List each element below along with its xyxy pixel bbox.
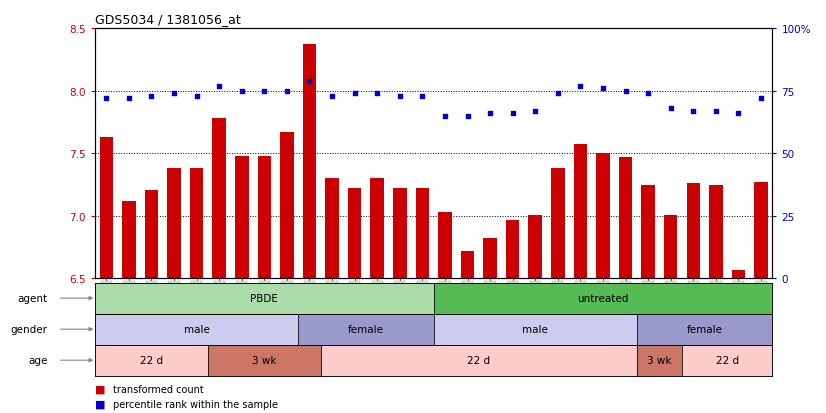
- Point: [190, 93, 203, 100]
- Point: [212, 83, 225, 90]
- Text: female: female: [686, 324, 723, 335]
- Bar: [302, 45, 316, 279]
- Bar: [320, 345, 637, 376]
- Text: agent: agent: [17, 293, 48, 304]
- Bar: [298, 314, 434, 345]
- Bar: [641, 185, 655, 279]
- Bar: [619, 158, 633, 279]
- Text: age: age: [28, 355, 48, 366]
- Bar: [637, 345, 682, 376]
- Point: [280, 88, 293, 95]
- Bar: [664, 215, 677, 279]
- Text: 3 wk: 3 wk: [252, 355, 277, 366]
- Point: [168, 90, 181, 97]
- Point: [258, 88, 271, 95]
- Text: 22 d: 22 d: [140, 355, 163, 366]
- Text: 3 wk: 3 wk: [648, 355, 672, 366]
- Point: [619, 88, 632, 95]
- Bar: [483, 239, 497, 279]
- Bar: [95, 283, 434, 314]
- Point: [642, 90, 655, 97]
- Bar: [596, 154, 610, 279]
- Text: untreated: untreated: [577, 293, 629, 304]
- Bar: [434, 314, 637, 345]
- Text: transformed count: transformed count: [113, 384, 204, 394]
- Bar: [370, 179, 384, 279]
- Point: [415, 93, 429, 100]
- Bar: [95, 345, 208, 376]
- Bar: [95, 314, 298, 345]
- Point: [439, 113, 452, 120]
- Point: [596, 85, 610, 92]
- Point: [145, 93, 158, 100]
- Bar: [529, 215, 542, 279]
- Point: [371, 90, 384, 97]
- Point: [664, 106, 677, 112]
- Point: [483, 111, 496, 117]
- Bar: [190, 169, 203, 279]
- Text: male: male: [183, 324, 210, 335]
- Point: [122, 95, 135, 102]
- Text: male: male: [522, 324, 548, 335]
- Bar: [99, 138, 113, 279]
- Bar: [145, 190, 159, 279]
- Bar: [415, 189, 430, 279]
- Bar: [434, 283, 772, 314]
- Bar: [438, 213, 452, 279]
- Bar: [393, 189, 406, 279]
- Point: [710, 108, 723, 115]
- Point: [100, 95, 113, 102]
- Bar: [280, 133, 294, 279]
- Point: [235, 88, 249, 95]
- Point: [686, 108, 700, 115]
- Bar: [732, 270, 745, 279]
- Text: gender: gender: [11, 324, 48, 335]
- Point: [506, 111, 520, 117]
- Text: ■: ■: [95, 384, 106, 394]
- Point: [754, 95, 767, 102]
- Text: 22 d: 22 d: [468, 355, 491, 366]
- Bar: [686, 184, 700, 279]
- Point: [325, 93, 339, 100]
- Text: ■: ■: [95, 399, 106, 409]
- Text: PBDE: PBDE: [250, 293, 278, 304]
- Point: [393, 93, 406, 100]
- Bar: [754, 183, 768, 279]
- Bar: [212, 119, 226, 279]
- Bar: [682, 345, 772, 376]
- Point: [461, 113, 474, 120]
- Bar: [325, 179, 339, 279]
- Bar: [122, 201, 135, 279]
- Point: [529, 108, 542, 115]
- Bar: [551, 169, 565, 279]
- Bar: [709, 185, 723, 279]
- Bar: [506, 220, 520, 279]
- Text: GDS5034 / 1381056_at: GDS5034 / 1381056_at: [95, 13, 240, 26]
- Bar: [235, 157, 249, 279]
- Bar: [461, 251, 474, 279]
- Text: female: female: [348, 324, 384, 335]
- Bar: [208, 345, 320, 376]
- Point: [303, 78, 316, 85]
- Text: percentile rank within the sample: percentile rank within the sample: [113, 399, 278, 409]
- Bar: [573, 145, 587, 279]
- Bar: [637, 314, 772, 345]
- Point: [732, 111, 745, 117]
- Point: [551, 90, 564, 97]
- Bar: [167, 169, 181, 279]
- Text: 22 d: 22 d: [715, 355, 738, 366]
- Bar: [348, 189, 362, 279]
- Bar: [258, 157, 271, 279]
- Point: [348, 90, 361, 97]
- Point: [574, 83, 587, 90]
